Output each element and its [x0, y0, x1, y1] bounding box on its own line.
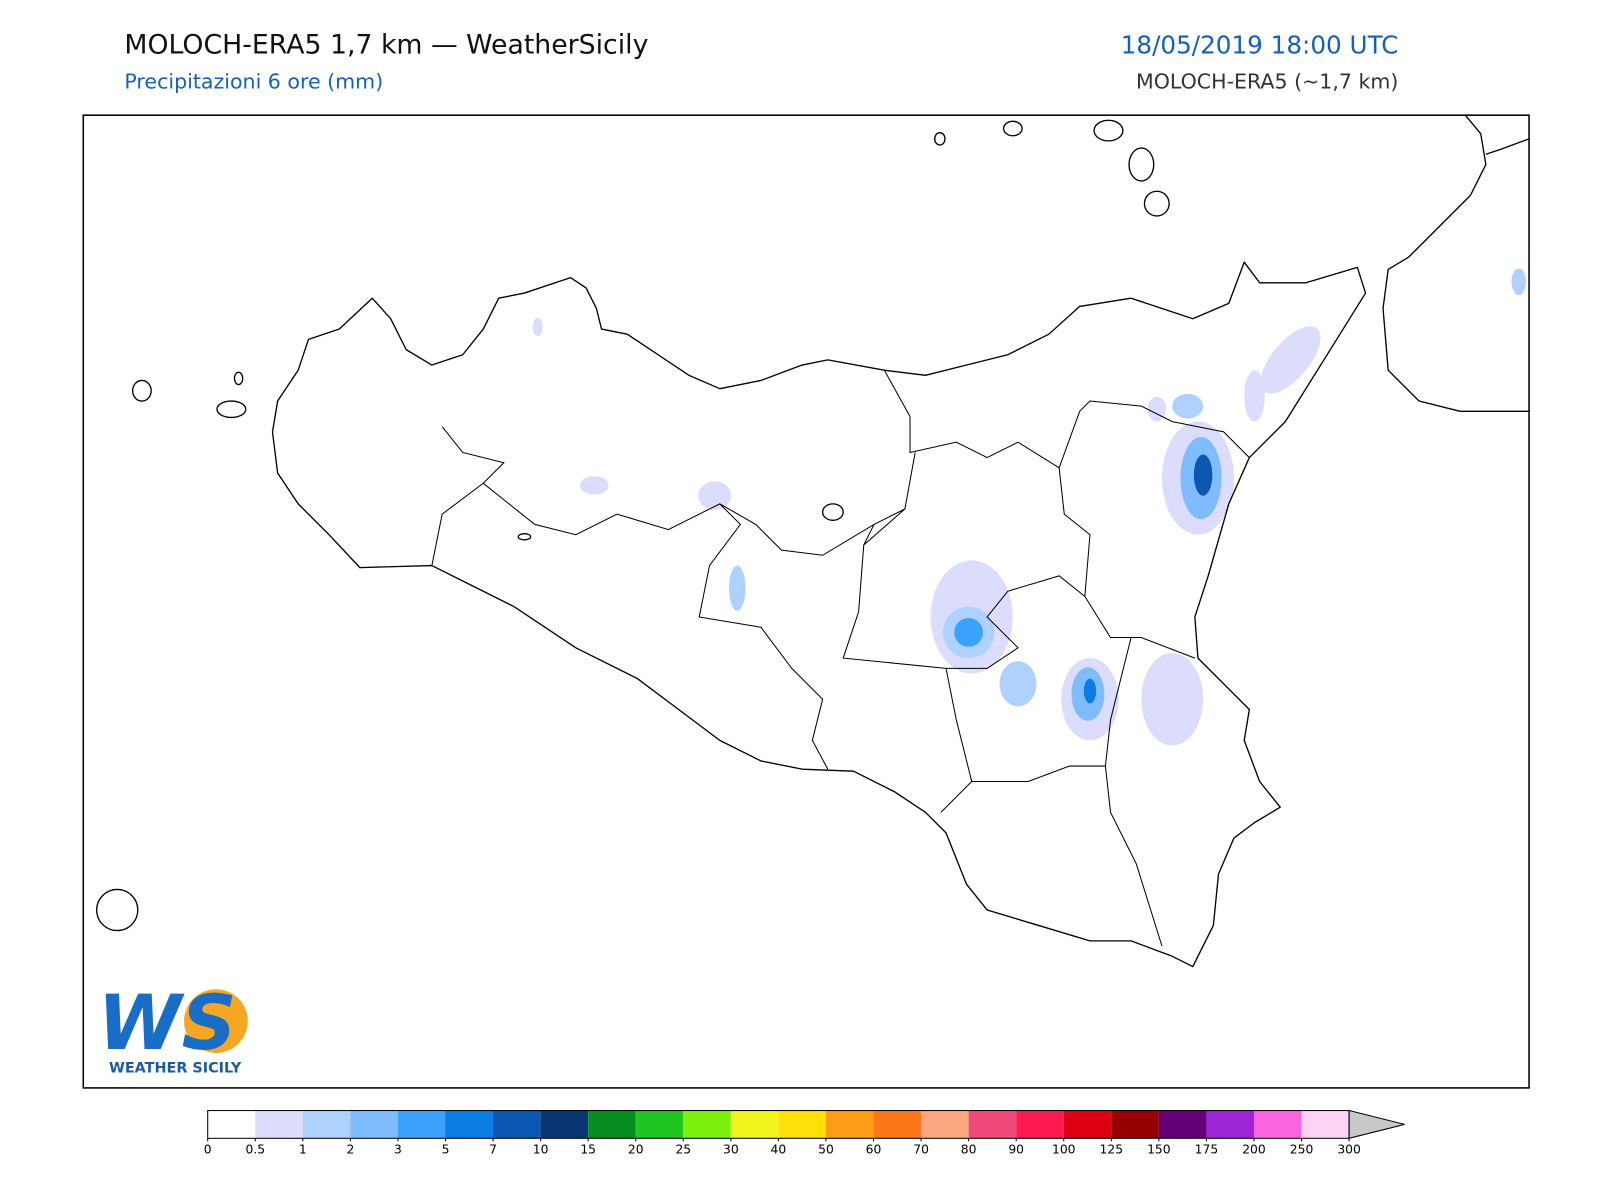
colorbar: 0 0.5 1 2 3 5 7 10 15 20 25 30 40 50 60 70 80 90 100 125 150…: [204, 1109, 1405, 1157]
colorbar-tick-label: 250: [1290, 1143, 1314, 1157]
datetime: 18/05/2019 18:00 UTC: [1121, 30, 1399, 59]
subtitle: Precipitazioni 6 ore (mm): [124, 69, 383, 93]
colorbar-segment: [397, 1110, 446, 1139]
logo-initials: WS: [98, 978, 237, 1067]
map-frame: [82, 114, 1530, 1089]
colorbar-tick-label: 5: [442, 1143, 450, 1157]
colorbar-segment: [302, 1110, 351, 1139]
colorbar-tick-label: 1: [299, 1143, 307, 1157]
colorbar-tick-label: 15: [580, 1143, 596, 1157]
colorbar-tick-label: 175: [1195, 1143, 1219, 1157]
colorbar-tick-label: 150: [1147, 1143, 1171, 1157]
colorbar-segment: [1301, 1110, 1350, 1139]
islands: [95, 119, 1170, 932]
colorbar-segment: [635, 1110, 684, 1139]
colorbar-extension: [1348, 1109, 1405, 1139]
colorbar-segment: [968, 1110, 1017, 1139]
colorbar-tick-label: 0: [204, 1143, 212, 1157]
sicily-coast: [271, 261, 1367, 968]
colorbar-segment: [1158, 1110, 1207, 1139]
precipitation: [532, 268, 1526, 746]
colorbar-tick-label: 2: [346, 1143, 354, 1157]
colorbar-tick-label: 200: [1242, 1143, 1266, 1157]
colorbar-segment: [350, 1110, 398, 1139]
colorbar-segment: [1253, 1110, 1302, 1139]
colorbar-segment: [778, 1110, 826, 1139]
title: MOLOCH-ERA5 1,7 km — WeatherSicily: [124, 29, 648, 60]
colorbar-tick-label: 25: [675, 1143, 691, 1157]
logo: WS WEATHER SICILY: [98, 978, 248, 1076]
colorbar-segment: [1111, 1110, 1159, 1139]
colorbar-segment: [493, 1110, 541, 1139]
colorbar-segment: [588, 1110, 636, 1139]
colorbar-tick-label: 50: [818, 1143, 834, 1157]
colorbar-tick-label: 30: [723, 1143, 739, 1157]
colorbar-tick-label: 80: [961, 1143, 977, 1157]
map: [82, 114, 1530, 1089]
colorbar-segment: [730, 1110, 779, 1139]
colorbar-tick-label: 10: [533, 1143, 549, 1157]
colorbar-segment: [445, 1110, 494, 1139]
colorbar-segment: [255, 1110, 303, 1139]
colorbar-tick-label: 40: [771, 1143, 787, 1157]
colorbar-tick-label: 3: [394, 1143, 402, 1157]
colorbar-segment: [921, 1110, 969, 1139]
colorbar-segment: [1206, 1110, 1254, 1139]
calabria-coast: [1382, 114, 1530, 412]
province-borders: [431, 369, 1250, 947]
colorbar-segment: [207, 1110, 256, 1139]
colorbar-tick-label: 70: [913, 1143, 929, 1157]
colorbar-segment: [873, 1110, 922, 1139]
colorbar-segment: [1016, 1110, 1064, 1139]
colorbar-segment: [540, 1110, 589, 1139]
colorbar-tick-label: 300: [1337, 1143, 1361, 1157]
logo-name: WEATHER SICILY: [109, 1060, 242, 1076]
colorbar-tick-label: 90: [1008, 1143, 1024, 1157]
colorbar-tick-label: 0.5: [245, 1143, 265, 1157]
colorbar-tick-label: 7: [489, 1143, 497, 1157]
colorbar-tick-label: 20: [628, 1143, 644, 1157]
colorbar-tick-label: 125: [1100, 1143, 1124, 1157]
colorbar-segment: [683, 1110, 731, 1139]
model-label: MOLOCH-ERA5 (~1,7 km): [1136, 69, 1398, 93]
colorbar-segment: [1063, 1110, 1112, 1139]
colorbar-segment: [825, 1110, 874, 1139]
colorbar-tick-label: 100: [1052, 1143, 1076, 1157]
colorbar-tick-label: 60: [866, 1143, 882, 1157]
